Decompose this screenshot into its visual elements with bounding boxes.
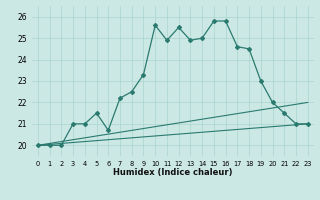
X-axis label: Humidex (Indice chaleur): Humidex (Indice chaleur): [113, 168, 233, 177]
